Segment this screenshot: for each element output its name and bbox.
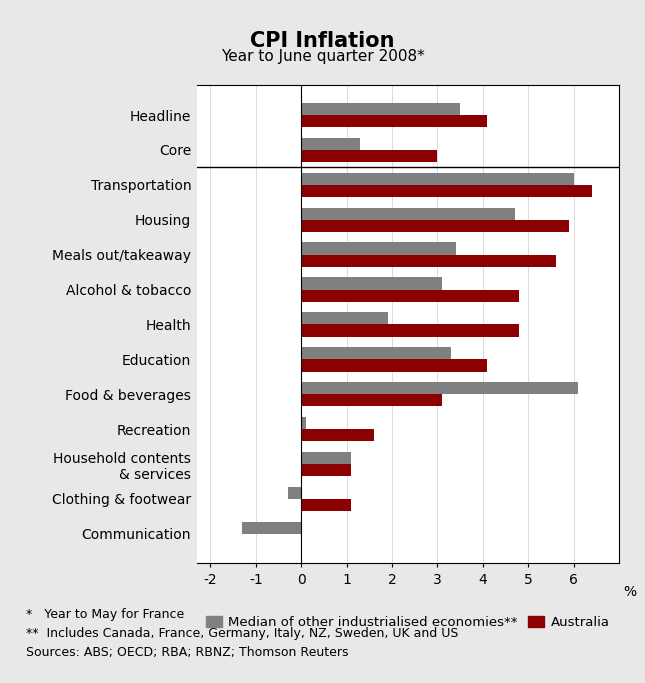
Bar <box>301 382 579 394</box>
Text: *   Year to May for France: * Year to May for France <box>26 608 184 621</box>
Bar <box>301 185 592 197</box>
Bar <box>301 150 437 162</box>
Bar <box>301 242 455 255</box>
Text: Sources: ABS; OECD; RBA; RBNZ; Thomson Reuters: Sources: ABS; OECD; RBA; RBNZ; Thomson R… <box>26 645 348 658</box>
Bar <box>301 394 442 406</box>
Text: Year to June quarter 2008*: Year to June quarter 2008* <box>221 49 424 64</box>
Bar <box>301 220 570 232</box>
Bar <box>301 173 574 185</box>
Bar <box>301 208 515 220</box>
Text: %: % <box>624 585 637 599</box>
Bar <box>301 417 306 429</box>
Bar <box>301 255 555 267</box>
Text: **  Includes Canada, France, Germany, Italy, NZ, Sweden, UK and US: ** Includes Canada, France, Germany, Ita… <box>26 627 458 640</box>
Bar <box>301 277 442 290</box>
Bar <box>288 487 301 499</box>
Legend: Median of other industrialised economies**, Australia: Median of other industrialised economies… <box>201 611 615 635</box>
Bar <box>301 451 351 464</box>
Bar <box>301 464 351 476</box>
Bar <box>301 359 488 372</box>
Bar <box>301 312 388 324</box>
Bar <box>301 138 361 150</box>
Bar <box>242 522 301 534</box>
Bar <box>301 290 519 302</box>
Bar <box>301 499 351 511</box>
Bar <box>301 347 451 359</box>
Bar <box>301 324 519 337</box>
Bar <box>301 429 374 441</box>
Bar <box>301 103 460 115</box>
Bar <box>301 115 488 127</box>
Text: CPI Inflation: CPI Inflation <box>250 31 395 51</box>
